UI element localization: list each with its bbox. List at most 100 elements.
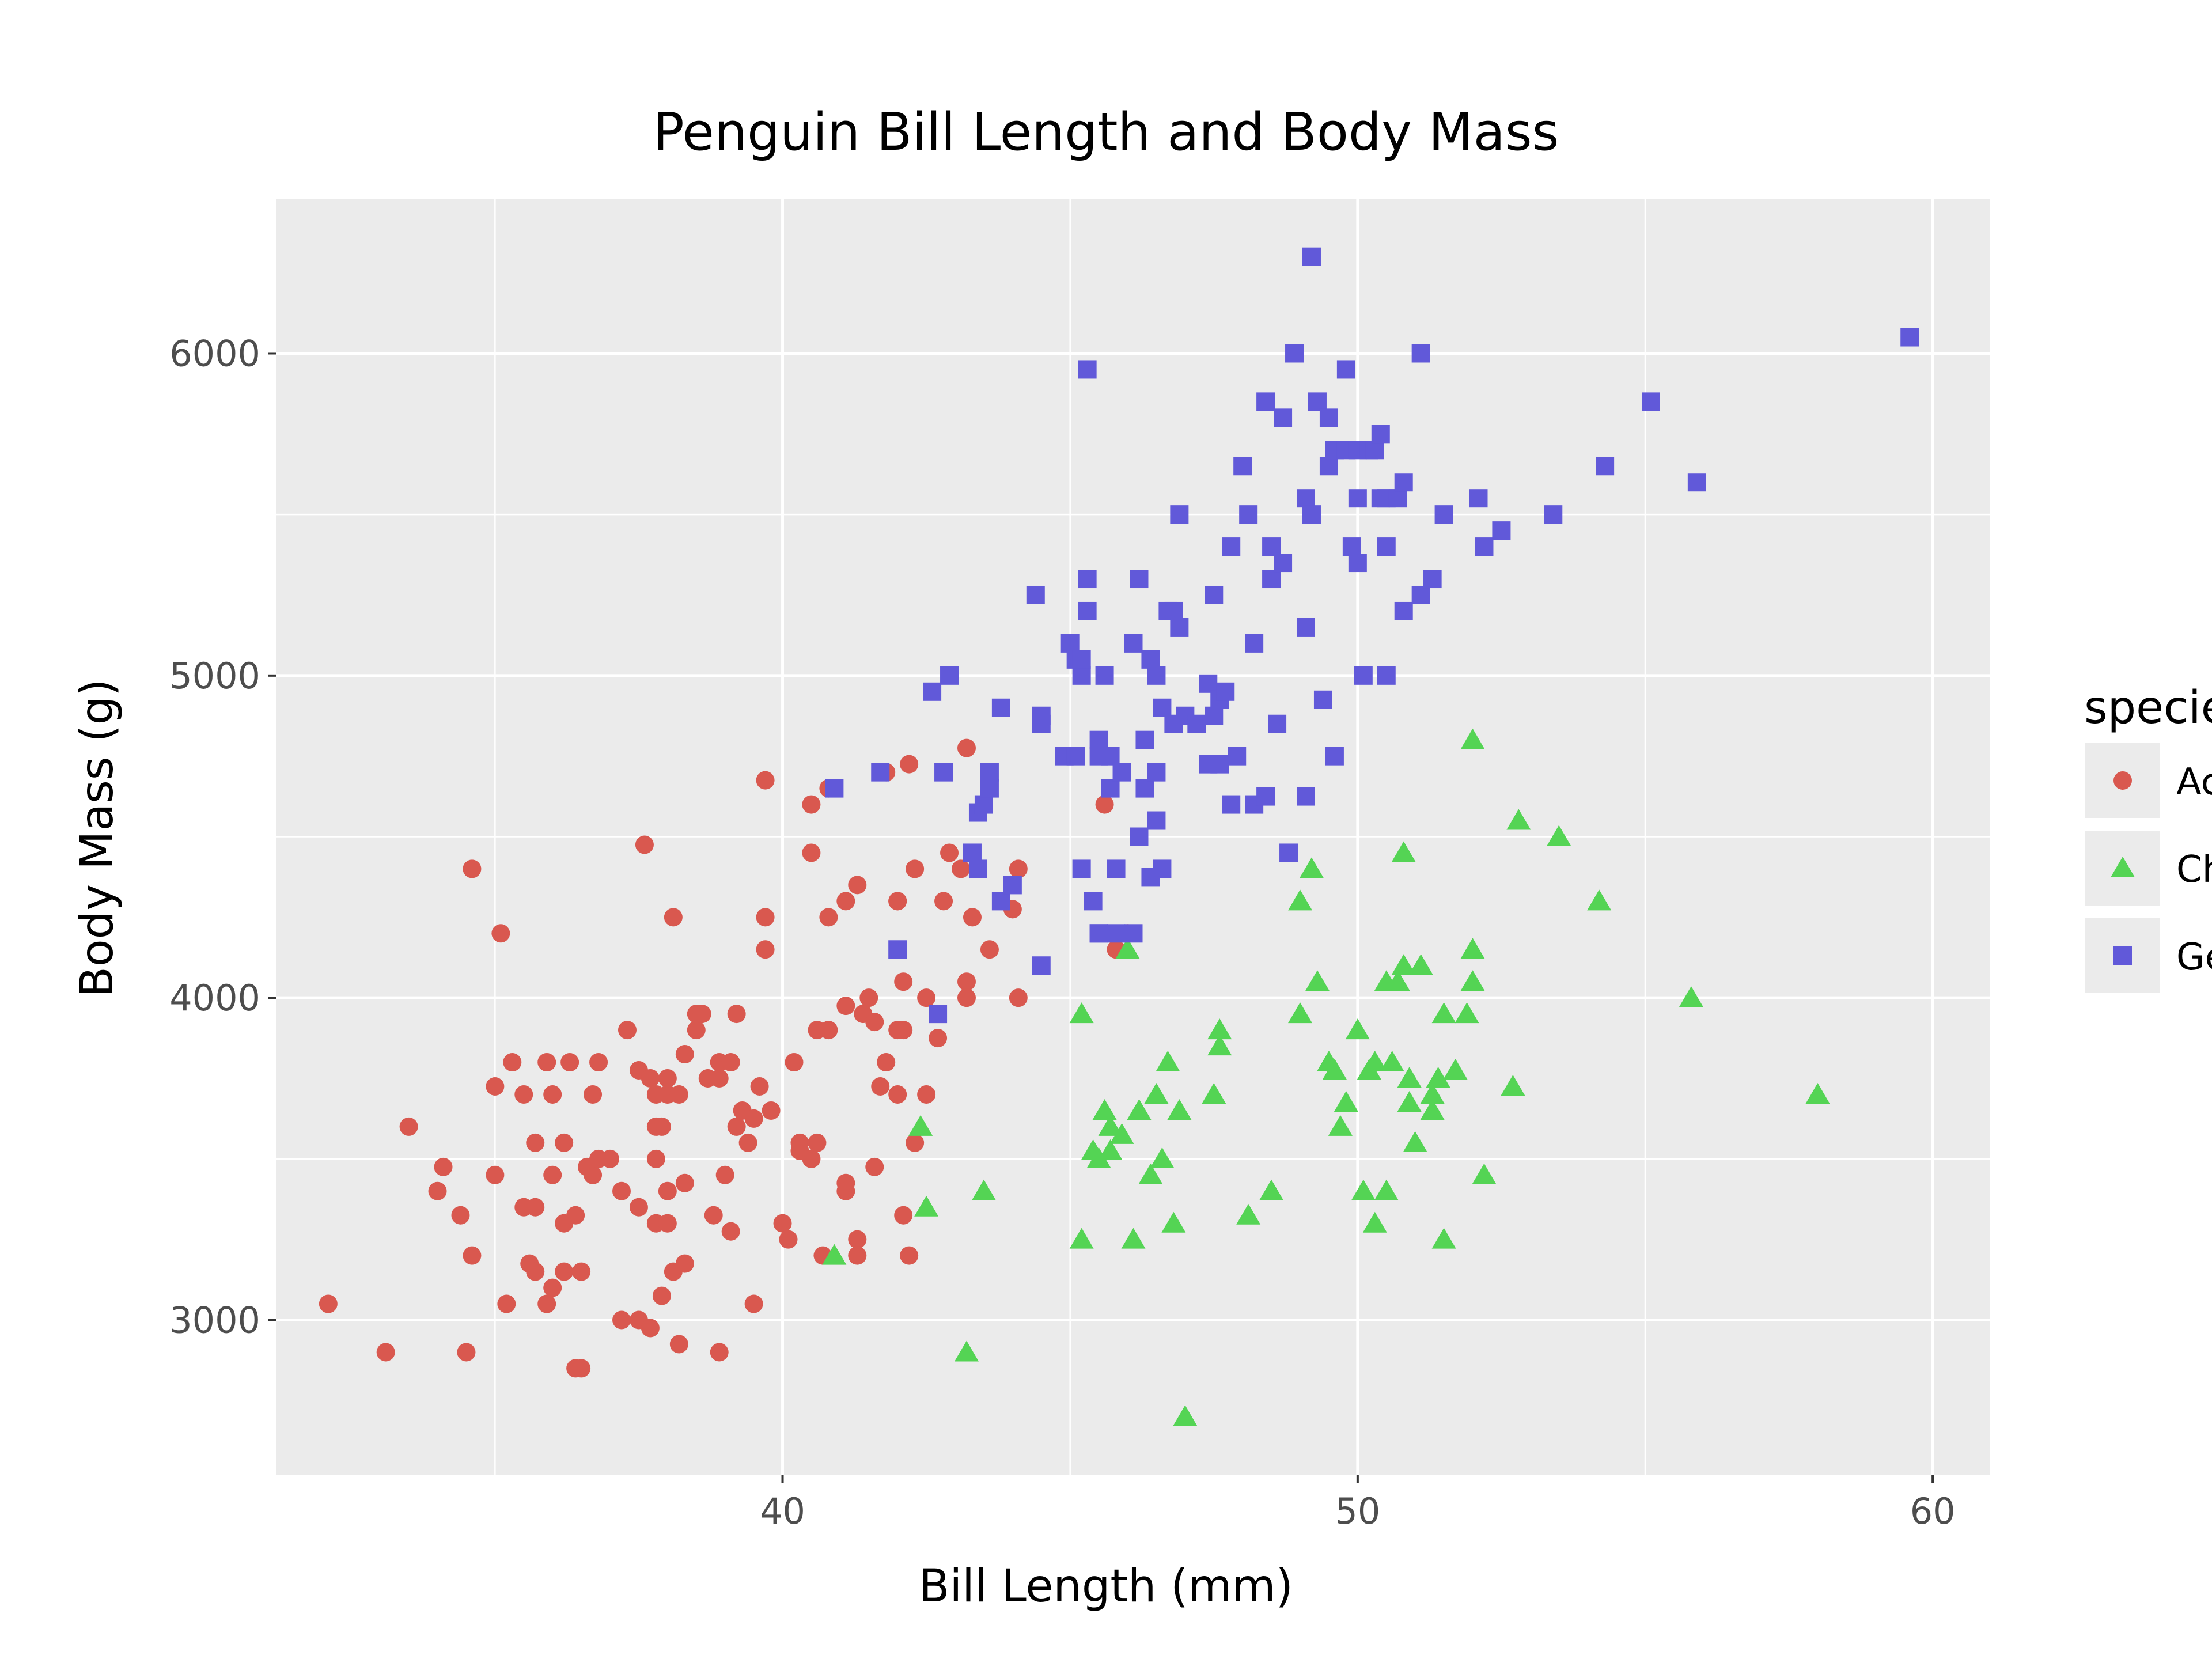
data-point-chinstrap bbox=[1380, 1051, 1404, 1072]
data-point-chinstrap bbox=[1506, 809, 1531, 830]
data-point-adelie bbox=[434, 1157, 453, 1176]
data-point-chinstrap bbox=[1334, 1090, 1358, 1112]
data-point-adelie bbox=[687, 1021, 706, 1040]
data-point-chinstrap bbox=[908, 1115, 933, 1136]
data-point-gentoo bbox=[1124, 924, 1143, 943]
data-point-gentoo bbox=[1475, 537, 1494, 556]
data-point-adelie bbox=[963, 908, 982, 927]
data-point-adelie bbox=[756, 940, 775, 959]
data-point-adelie bbox=[543, 1278, 562, 1297]
data-point-gentoo bbox=[1302, 505, 1321, 524]
data-point-gentoo bbox=[1147, 666, 1166, 685]
data-point-gentoo bbox=[1313, 690, 1332, 709]
y-tick-label: 6000 bbox=[169, 332, 260, 374]
data-point-gentoo bbox=[1130, 827, 1149, 846]
data-point-gentoo bbox=[1089, 924, 1108, 943]
data-point-adelie bbox=[629, 1198, 648, 1217]
data-point-chinstrap bbox=[914, 1195, 939, 1217]
data-point-gentoo bbox=[1095, 666, 1114, 685]
data-point-adelie bbox=[836, 997, 855, 1016]
data-point-gentoo bbox=[1319, 457, 1338, 476]
data-point-chinstrap bbox=[1167, 1099, 1192, 1120]
data-point-gentoo bbox=[1256, 392, 1275, 411]
data-point-adelie bbox=[486, 1077, 505, 1096]
data-point-chinstrap bbox=[1805, 1082, 1830, 1104]
data-point-adelie bbox=[917, 988, 936, 1007]
data-point-adelie bbox=[537, 1294, 556, 1313]
data-point-adelie bbox=[980, 940, 999, 959]
data-point-gentoo bbox=[888, 940, 907, 959]
data-point-gentoo bbox=[1130, 570, 1149, 589]
data-point-gentoo bbox=[1377, 537, 1396, 556]
data-point-adelie bbox=[543, 1165, 562, 1184]
data-point-gentoo bbox=[1308, 392, 1327, 411]
data-point-adelie bbox=[877, 1053, 896, 1072]
data-point-gentoo bbox=[1228, 747, 1247, 766]
legend-label-chinstrap: Ch bbox=[2176, 849, 2212, 891]
data-point-adelie bbox=[819, 1021, 838, 1040]
data-point-chinstrap bbox=[1161, 1211, 1186, 1233]
data-point-chinstrap bbox=[1403, 1131, 1427, 1152]
data-point-adelie bbox=[1009, 859, 1028, 878]
data-point-gentoo bbox=[1342, 537, 1361, 556]
y-tick-label: 5000 bbox=[169, 655, 260, 697]
data-point-adelie bbox=[646, 1085, 665, 1104]
data-point-adelie bbox=[555, 1262, 574, 1281]
data-point-gentoo bbox=[923, 682, 942, 701]
data-point-adelie bbox=[635, 835, 654, 854]
data-point-gentoo bbox=[1296, 489, 1315, 508]
y-axis-label: Body Mass (g) bbox=[71, 679, 123, 997]
y-axis-ticks: 3000 4000 5000 6000 bbox=[169, 332, 276, 1342]
data-point-gentoo bbox=[1032, 706, 1051, 725]
data-point-chinstrap bbox=[1127, 1099, 1152, 1120]
data-point-adelie bbox=[710, 1343, 729, 1362]
data-point-gentoo bbox=[968, 859, 987, 878]
data-point-adelie bbox=[675, 1173, 694, 1192]
data-point-adelie bbox=[584, 1165, 603, 1184]
data-point-gentoo bbox=[1147, 811, 1166, 830]
data-point-adelie bbox=[744, 1109, 763, 1128]
data-point-chinstrap bbox=[1288, 1002, 1313, 1024]
data-point-adelie bbox=[727, 1005, 746, 1024]
data-point-adelie bbox=[715, 1165, 734, 1184]
data-point-adelie bbox=[957, 972, 976, 991]
data-point-adelie bbox=[589, 1053, 608, 1072]
data-point-gentoo bbox=[1423, 570, 1442, 589]
data-point-adelie bbox=[560, 1053, 579, 1072]
data-point-adelie bbox=[900, 755, 919, 774]
data-point-adelie bbox=[669, 1085, 688, 1104]
data-point-adelie bbox=[646, 1149, 665, 1168]
data-point-chinstrap bbox=[1351, 1179, 1376, 1200]
data-point-chinstrap bbox=[1207, 1035, 1232, 1056]
data-point-adelie bbox=[572, 1262, 591, 1281]
data-point-adelie bbox=[658, 1214, 677, 1233]
data-point-adelie bbox=[819, 908, 838, 927]
data-point-gentoo bbox=[1296, 787, 1315, 806]
data-point-gentoo bbox=[1164, 601, 1183, 620]
data-point-gentoo bbox=[1274, 554, 1293, 573]
data-point-gentoo bbox=[1434, 505, 1453, 524]
data-point-chinstrap bbox=[1345, 1018, 1370, 1040]
data-point-gentoo bbox=[1377, 666, 1396, 685]
legend-item-chinstrap: Ch bbox=[2085, 831, 2212, 906]
data-point-chinstrap bbox=[1150, 1147, 1175, 1168]
legend-items: Ac Ch Ge bbox=[2085, 743, 2212, 993]
x-axis-ticks: 40 50 60 bbox=[760, 1475, 1956, 1532]
data-point-gentoo bbox=[1153, 698, 1172, 717]
data-point-gentoo bbox=[1026, 585, 1045, 604]
data-point-gentoo bbox=[1135, 779, 1154, 798]
data-point-chinstrap bbox=[1173, 1405, 1198, 1426]
data-point-adelie bbox=[526, 1262, 545, 1281]
data-point-adelie bbox=[894, 1021, 913, 1040]
data-point-adelie bbox=[692, 1005, 711, 1024]
chart-title: Penguin Bill Length and Body Mass bbox=[653, 102, 1559, 162]
minor-gridlines bbox=[276, 199, 1990, 1475]
legend-marker-chinstrap bbox=[2111, 857, 2135, 877]
data-point-adelie bbox=[859, 988, 878, 1007]
data-point-gentoo bbox=[1101, 747, 1120, 766]
data-point-chinstrap bbox=[1391, 954, 1416, 975]
data-point-adelie bbox=[658, 1069, 677, 1088]
x-axis-label: Bill Length (mm) bbox=[919, 1560, 1293, 1612]
data-point-adelie bbox=[537, 1053, 556, 1072]
